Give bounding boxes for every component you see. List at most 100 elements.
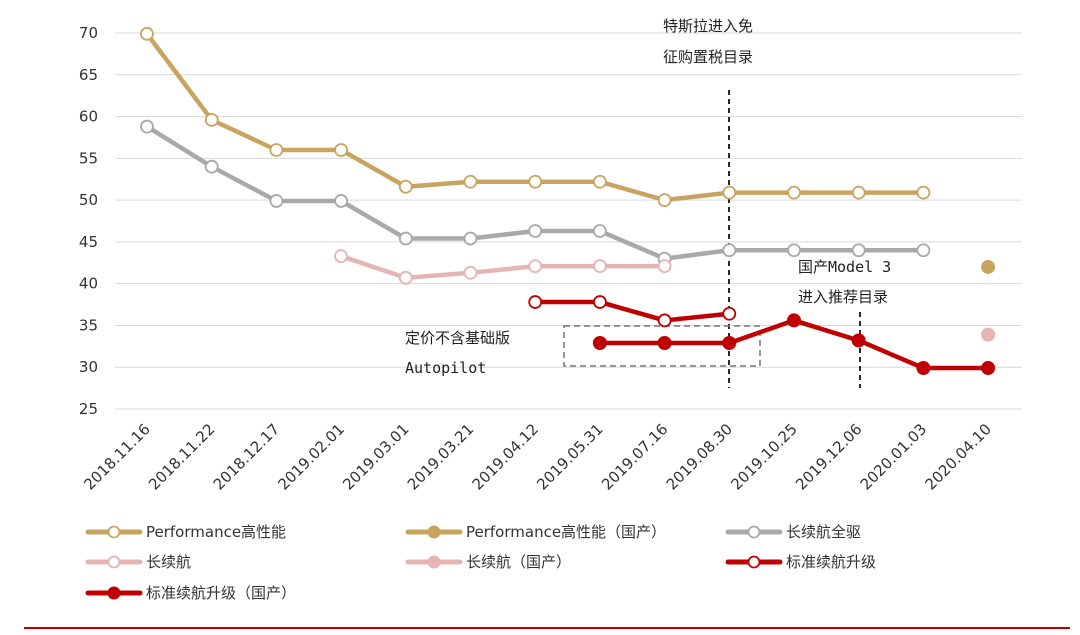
annotation-autopilot-line1: 定价不含基础版 (405, 329, 510, 347)
legend-swatch-marker (747, 525, 761, 539)
legend-label: 长续航（国产） (466, 553, 571, 571)
annotation-tax-line1: 特斯拉进入免 (663, 17, 753, 35)
x-tick-label: 2019.04.12 (469, 420, 542, 493)
x-tick-label: 2019.02.01 (274, 420, 347, 493)
y-axis: 25 30 35 40 45 50 55 60 65 70 (79, 24, 98, 418)
legend-label: 标准续航升级 (786, 553, 876, 571)
x-tick-label: 2019.03.21 (404, 420, 477, 493)
y-tick-label: 40 (79, 275, 98, 293)
legend-item-6: 标准续航升级（国产） (85, 584, 296, 602)
annotation-model3-line1: 国产Model 3 (798, 258, 891, 276)
y-tick-label: 50 (79, 191, 98, 209)
data-point (787, 313, 801, 328)
x-tick-label: 2018.12.17 (210, 420, 283, 493)
data-point (851, 333, 866, 348)
x-tick-label: 2019.03.01 (339, 420, 412, 493)
series-5 (528, 295, 737, 328)
data-point (269, 143, 284, 157)
legend-swatch-marker (427, 525, 441, 539)
data-point (592, 335, 607, 350)
legend-swatch-marker (107, 525, 121, 539)
data-point (787, 185, 801, 200)
data-point (657, 335, 672, 350)
series-line (338, 253, 667, 281)
data-point (398, 270, 413, 285)
legend: Performance高性能 Performance高性能（国产） 长续航全驱长续航… (85, 523, 876, 602)
y-tick-label: 25 (79, 400, 98, 418)
x-tick-label: 2019.08.30 (663, 420, 736, 493)
legend-swatch-marker (427, 555, 441, 569)
legend-item-2: 长续航全驱 (725, 523, 861, 541)
data-point (851, 185, 866, 200)
data-point (722, 306, 737, 321)
y-tick-label: 60 (79, 108, 98, 126)
x-tick-label: 2019.10.25 (727, 420, 800, 493)
grid-lines (115, 32, 1022, 410)
data-point (657, 313, 672, 328)
data-point (528, 174, 543, 189)
data-point (593, 295, 607, 309)
data-point (528, 259, 543, 274)
data-point (722, 243, 737, 258)
y-tick-label: 35 (79, 316, 98, 334)
y-tick-label: 55 (79, 149, 98, 167)
legend-label: 长续航 (146, 553, 191, 571)
data-point (463, 174, 478, 189)
data-point (722, 185, 737, 200)
annotation-autopilot-line2: Autopilot (405, 359, 486, 377)
series-6 (592, 313, 996, 376)
x-tick-label: 2019.05.31 (533, 420, 606, 493)
legend-item-0: Performance高性能 (85, 523, 286, 541)
data-point (140, 26, 154, 41)
data-point (528, 295, 543, 309)
x-tick-label: 2020.04.10 (921, 420, 994, 493)
data-point (593, 174, 607, 189)
data-point (528, 224, 543, 238)
x-tick-label: 2020.01.03 (857, 420, 930, 493)
series-line (532, 299, 732, 323)
data-point (398, 179, 413, 194)
data-point (981, 361, 996, 376)
reference-lines (563, 90, 861, 388)
data-point (787, 243, 801, 258)
legend-item-5: 标准续航升级 (725, 553, 876, 571)
annotation-tax-line2: 征购置税目录 (663, 48, 753, 66)
x-tick-label: 2018.11.16 (80, 420, 153, 493)
annotation-model3-line2: 进入推荐目录 (798, 288, 888, 306)
data-point (981, 327, 996, 342)
series-group (140, 26, 996, 376)
data-point (722, 335, 737, 350)
legend-swatch-marker (107, 555, 121, 569)
series-1 (981, 259, 996, 274)
data-point (269, 194, 284, 208)
legend-label: Performance高性能 (146, 523, 286, 541)
legend-item-3: 长续航 (85, 553, 191, 571)
legend-label: 长续航全驱 (786, 523, 861, 541)
data-point (657, 259, 672, 274)
series-4 (981, 327, 996, 342)
data-point (204, 112, 219, 127)
series-0 (140, 26, 931, 208)
data-point (981, 259, 996, 274)
data-point (334, 194, 349, 208)
autopilot-dashed-box (563, 325, 761, 367)
x-tick-label: 2019.12.06 (792, 420, 865, 493)
data-point (657, 193, 672, 208)
y-tick-label: 70 (79, 24, 98, 42)
x-axis: 2018.11.162018.11.222018.12.172019.02.01… (80, 420, 995, 493)
legend-label: Performance高性能（国产） (466, 523, 666, 541)
data-point (851, 243, 866, 258)
legend-item-1: Performance高性能（国产） (405, 523, 666, 541)
y-tick-label: 65 (79, 66, 98, 84)
data-point (398, 231, 413, 246)
series-2 (140, 119, 931, 266)
series-3 (334, 249, 672, 285)
data-point (916, 243, 931, 258)
data-point (204, 159, 219, 174)
y-tick-label: 45 (79, 233, 98, 251)
data-point (334, 143, 349, 157)
data-point (593, 259, 607, 274)
legend-swatch-marker (747, 555, 761, 569)
annotations: 特斯拉进入免 征购置税目录 国产Model 3 进入推荐目录 定价不含基础版 A… (405, 17, 891, 377)
